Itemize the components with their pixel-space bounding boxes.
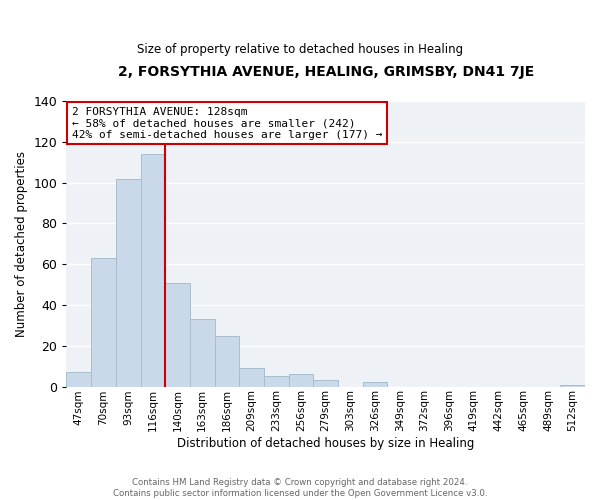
Bar bbox=[560, 384, 585, 386]
Bar bbox=[264, 376, 289, 386]
Bar bbox=[116, 178, 140, 386]
Title: 2, FORSYTHIA AVENUE, HEALING, GRIMSBY, DN41 7JE: 2, FORSYTHIA AVENUE, HEALING, GRIMSBY, D… bbox=[118, 65, 534, 79]
Bar bbox=[67, 372, 91, 386]
Y-axis label: Number of detached properties: Number of detached properties bbox=[15, 151, 28, 337]
Bar bbox=[165, 282, 190, 387]
Bar bbox=[313, 380, 338, 386]
Bar bbox=[91, 258, 116, 386]
Bar bbox=[140, 154, 165, 386]
Bar bbox=[289, 374, 313, 386]
Bar bbox=[190, 319, 215, 386]
Text: 2 FORSYTHIA AVENUE: 128sqm
← 58% of detached houses are smaller (242)
42% of sem: 2 FORSYTHIA AVENUE: 128sqm ← 58% of deta… bbox=[71, 106, 382, 140]
Bar bbox=[363, 382, 388, 386]
Bar bbox=[239, 368, 264, 386]
X-axis label: Distribution of detached houses by size in Healing: Distribution of detached houses by size … bbox=[177, 437, 475, 450]
Text: Size of property relative to detached houses in Healing: Size of property relative to detached ho… bbox=[137, 42, 463, 56]
Text: Contains HM Land Registry data © Crown copyright and database right 2024.
Contai: Contains HM Land Registry data © Crown c… bbox=[113, 478, 487, 498]
Bar bbox=[215, 336, 239, 386]
